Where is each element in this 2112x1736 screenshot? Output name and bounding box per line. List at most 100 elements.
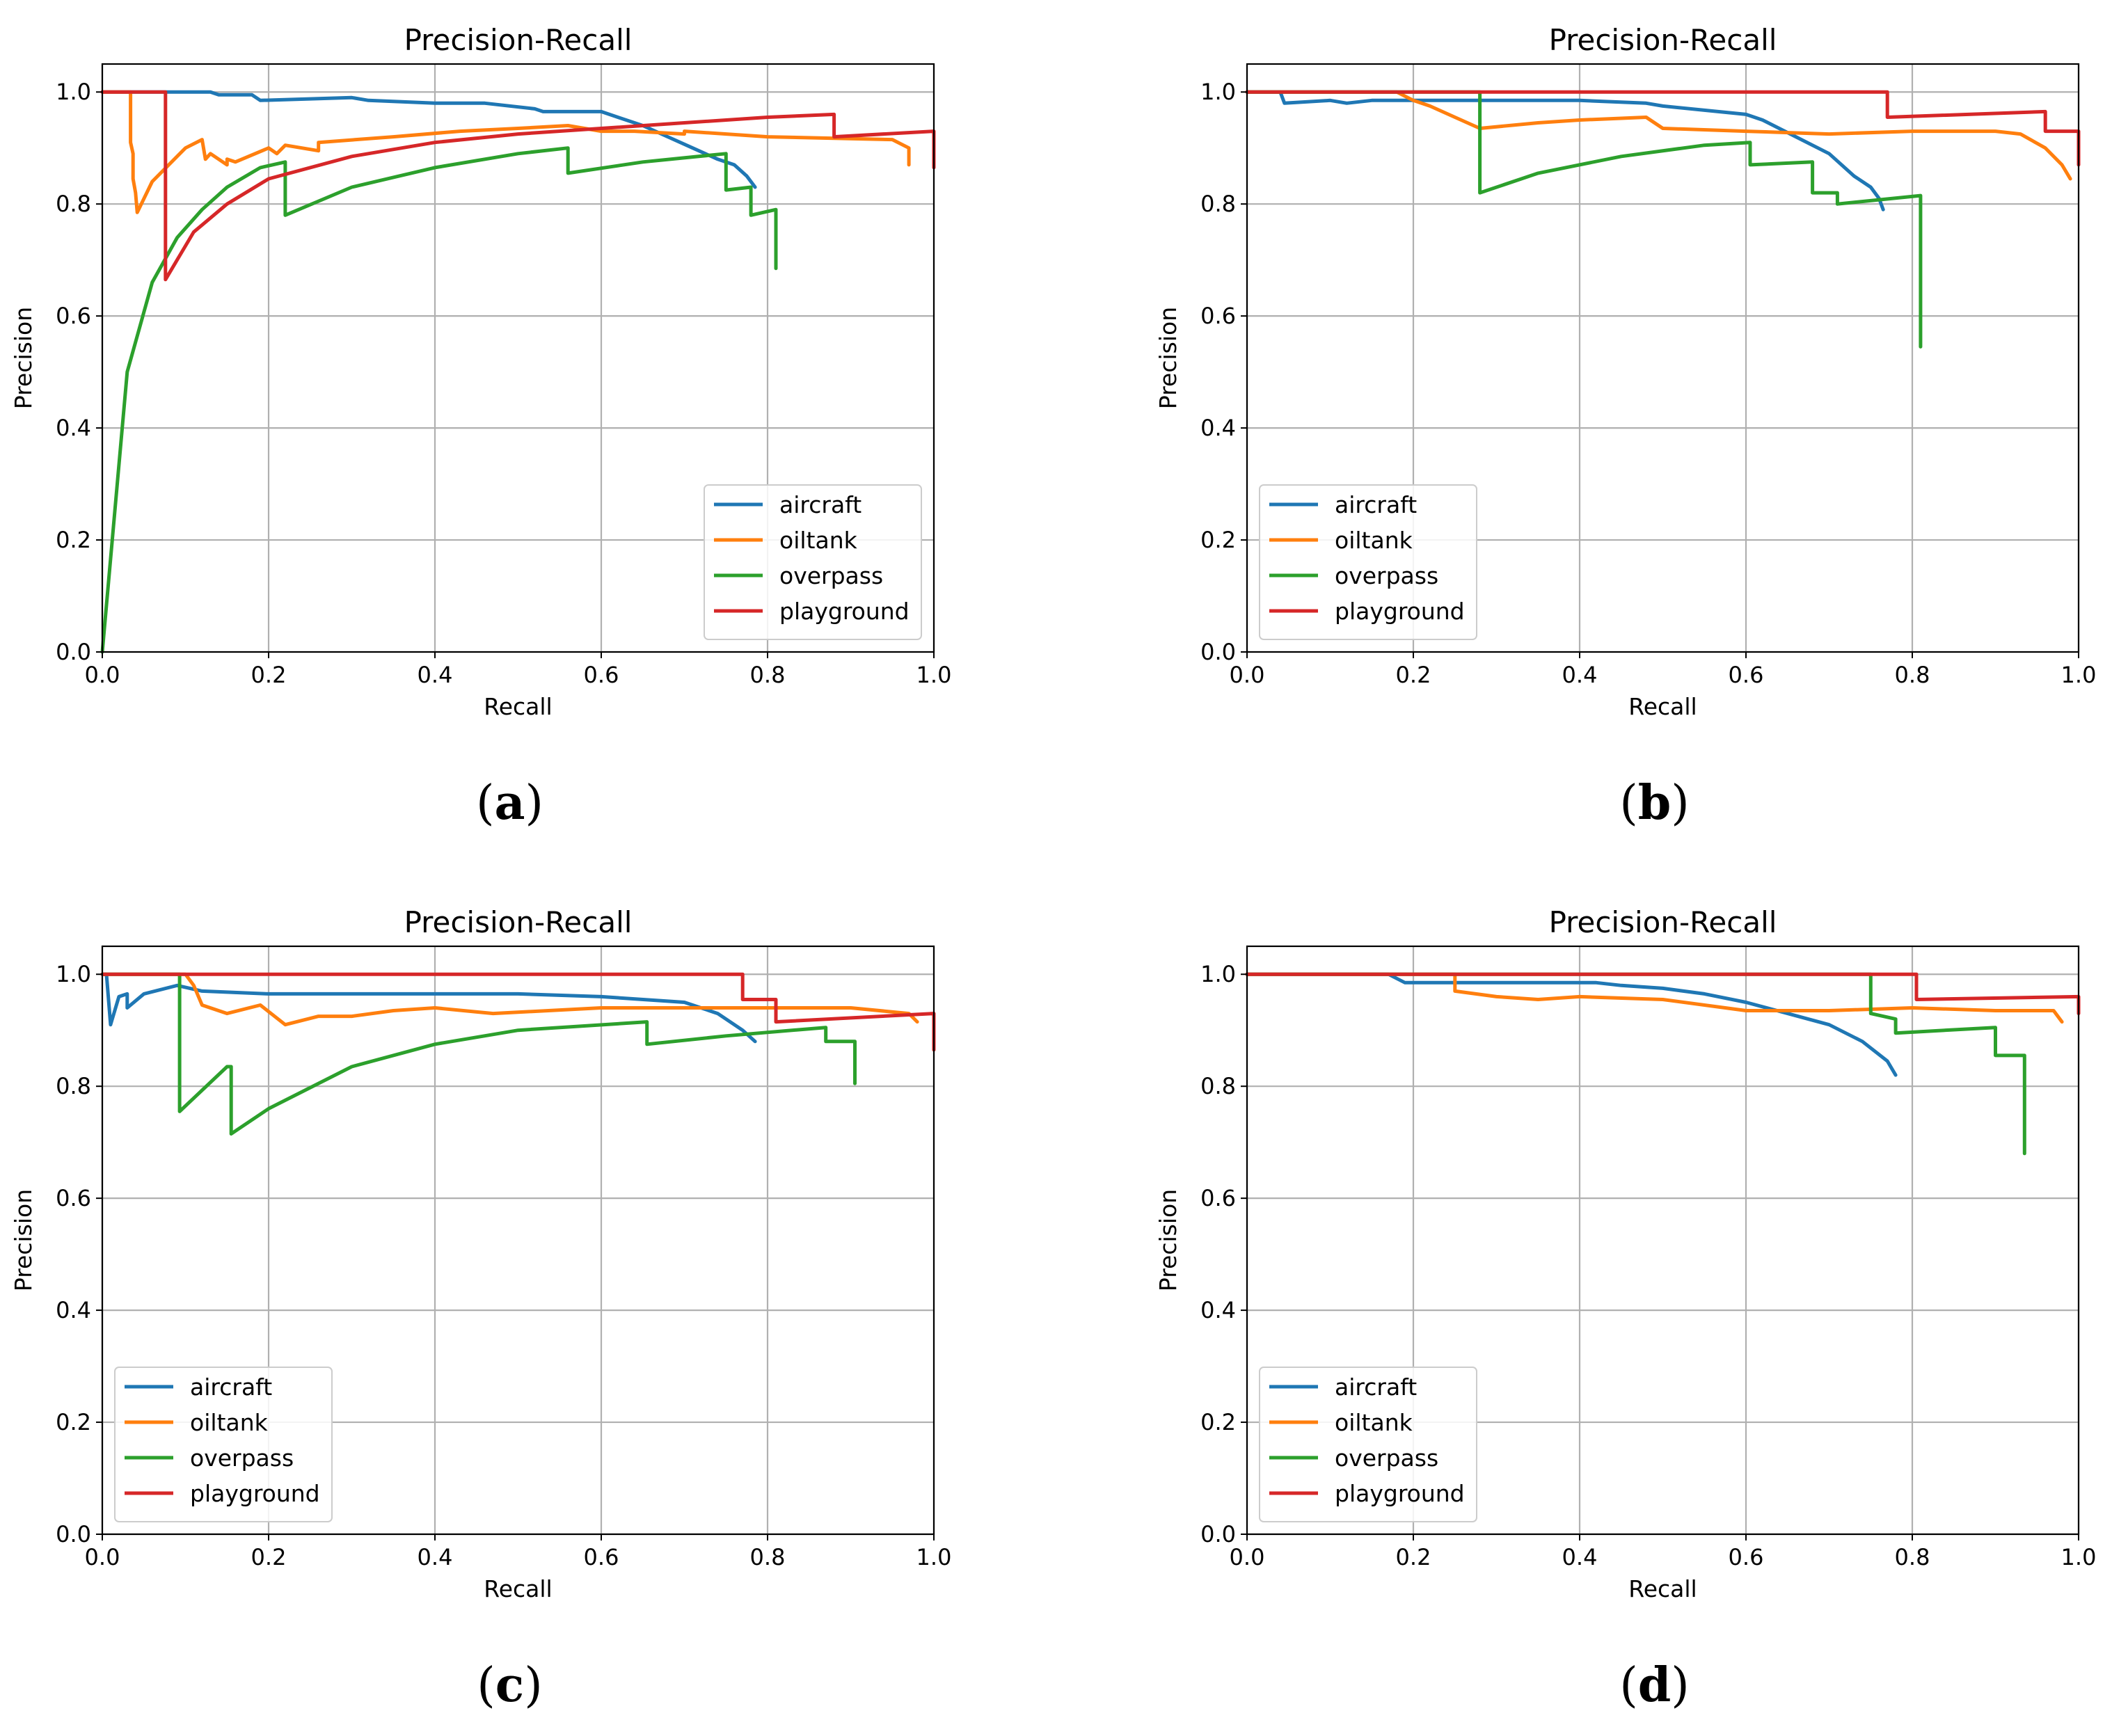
legend-label-playground: playground (1335, 1480, 1465, 1507)
legend-label-oiltank: oiltank (190, 1409, 269, 1436)
y-axis-label: Precision (10, 1189, 37, 1291)
legend-box (1259, 1367, 1477, 1522)
legend-label-oiltank: oiltank (779, 527, 858, 554)
y-tick-label: 0.2 (56, 527, 91, 553)
x-tick-label: 0.4 (1562, 662, 1598, 688)
y-axis-label: Precision (1154, 1189, 1182, 1291)
y-tick-label: 0.4 (1200, 1297, 1236, 1323)
legend-box (114, 1367, 333, 1522)
legend: aircraft oiltank overpass playground (114, 1367, 333, 1522)
series-line-aircraft (100, 90, 757, 189)
y-tick-label: 0.2 (56, 1409, 91, 1435)
panel-caption: (b) (1619, 775, 1690, 831)
y-tick-label: 0.2 (1200, 527, 1236, 553)
legend-label-overpass: overpass (190, 1444, 294, 1472)
chart-title: Precision-Recall (1549, 905, 1777, 939)
panel-d: 0.0 0.2 0.4 0.6 0.8 1.0 0.0 0.2 0.4 0.6 0.8 1.0 Prec… (1154, 905, 2096, 1713)
x-tick-label: 0.8 (750, 1544, 786, 1570)
y-tick-label: 0.4 (56, 1297, 91, 1323)
y-tick-label: 0.0 (1200, 1521, 1236, 1547)
legend-label-overpass: overpass (779, 562, 883, 589)
y-tick-label: 1.0 (56, 961, 91, 987)
legend-label-playground: playground (190, 1480, 320, 1507)
x-tick-label: 0.2 (1396, 1544, 1431, 1570)
chart-title: Precision-Recall (404, 905, 633, 939)
x-axis-label: Recall (484, 1575, 552, 1602)
y-tick-label: 1.0 (56, 79, 91, 105)
x-tick-label: 0.8 (1895, 662, 1930, 688)
x-tick-label: 1.0 (916, 662, 952, 688)
axes-frame (1246, 63, 2080, 653)
x-tick-label: 0.6 (1729, 662, 1764, 688)
x-axis-label: Recall (484, 693, 552, 720)
legend-label-aircraft: aircraft (1335, 1373, 1417, 1401)
series-line-oiltank (1245, 972, 2064, 1024)
legend-label-aircraft: aircraft (190, 1373, 272, 1401)
series-line-oiltank (1245, 90, 2072, 181)
y-tick-label: 0.2 (1200, 1409, 1236, 1435)
series-line-overpass (100, 972, 857, 1136)
x-tick-label: 0.0 (85, 1544, 120, 1570)
x-tick-label: 0.2 (1396, 662, 1431, 688)
legend-label-playground: playground (1335, 598, 1465, 625)
series-line-oiltank (100, 90, 911, 214)
x-tick-label: 0.0 (1230, 1544, 1265, 1570)
legend: aircraft oiltank overpass playground (1259, 484, 1477, 640)
axes-frame (101, 945, 935, 1536)
legend-box (704, 484, 922, 640)
y-tick-label: 1.0 (1200, 79, 1236, 105)
legend-box (1259, 484, 1477, 640)
axes-frame (1246, 945, 2080, 1536)
x-tick-label: 1.0 (916, 1544, 952, 1570)
y-tick-label: 0.8 (56, 1073, 91, 1099)
panel-c: 0.0 0.2 0.4 0.6 0.8 1.0 0.0 0.2 0.4 0.6 0.8 1.0 Prec… (10, 905, 951, 1713)
panel-caption: (a) (476, 775, 543, 831)
y-tick-label: 0.6 (1200, 1185, 1236, 1211)
series-line-aircraft (100, 972, 757, 1044)
y-axis-label: Precision (10, 307, 37, 409)
panel-a: 0.0 0.2 0.4 0.6 0.8 1.0 0.0 0.2 0.4 0.6 0.8 1.0 Prec… (10, 23, 951, 831)
chart-title: Precision-Recall (1549, 23, 1777, 57)
axes-frame (101, 63, 935, 653)
chart-title: Precision-Recall (404, 23, 633, 57)
x-tick-label: 0.0 (85, 662, 120, 688)
series-line-playground (100, 90, 936, 282)
series-line-aircraft (1245, 90, 1885, 212)
x-axis-label: Recall (1628, 1575, 1697, 1602)
legend-label-overpass: overpass (1335, 562, 1438, 589)
legend-label-aircraft: aircraft (1335, 491, 1417, 518)
panel-caption: (c) (477, 1657, 542, 1713)
y-tick-label: 0.0 (56, 1521, 91, 1547)
legend-label-oiltank: oiltank (1335, 527, 1413, 554)
x-tick-label: 0.8 (750, 662, 786, 688)
y-tick-label: 0.6 (56, 303, 91, 329)
y-tick-label: 0.8 (56, 191, 91, 217)
x-axis-label: Recall (1628, 693, 1697, 720)
legend: aircraft oiltank overpass playground (704, 484, 922, 640)
x-tick-label: 0.4 (418, 1544, 453, 1570)
series-line-overpass (1245, 972, 2026, 1156)
x-tick-label: 0.4 (1562, 1544, 1598, 1570)
y-tick-label: 0.6 (1200, 303, 1236, 329)
y-tick-label: 0.8 (1200, 1073, 1236, 1099)
legend-label-overpass: overpass (1335, 1444, 1438, 1472)
legend-label-oiltank: oiltank (1335, 1409, 1413, 1436)
x-tick-label: 0.6 (1729, 1544, 1764, 1570)
x-tick-label: 1.0 (2061, 1544, 2097, 1570)
x-tick-label: 0.2 (251, 1544, 287, 1570)
x-tick-label: 1.0 (2061, 662, 2097, 688)
y-axis-label: Precision (1154, 307, 1182, 409)
legend-label-playground: playground (779, 598, 910, 625)
x-tick-label: 0.2 (251, 662, 287, 688)
y-tick-label: 0.0 (56, 639, 91, 665)
series-line-overpass (100, 146, 778, 654)
y-tick-label: 0.6 (56, 1185, 91, 1211)
x-tick-label: 0.6 (584, 1544, 619, 1570)
y-tick-label: 0.4 (1200, 415, 1236, 441)
y-tick-label: 0.8 (1200, 191, 1236, 217)
legend: aircraft oiltank overpass playground (1259, 1367, 1477, 1522)
x-tick-label: 0.4 (418, 662, 453, 688)
series-line-aircraft (1245, 972, 1898, 1077)
x-tick-label: 0.0 (1230, 662, 1265, 688)
